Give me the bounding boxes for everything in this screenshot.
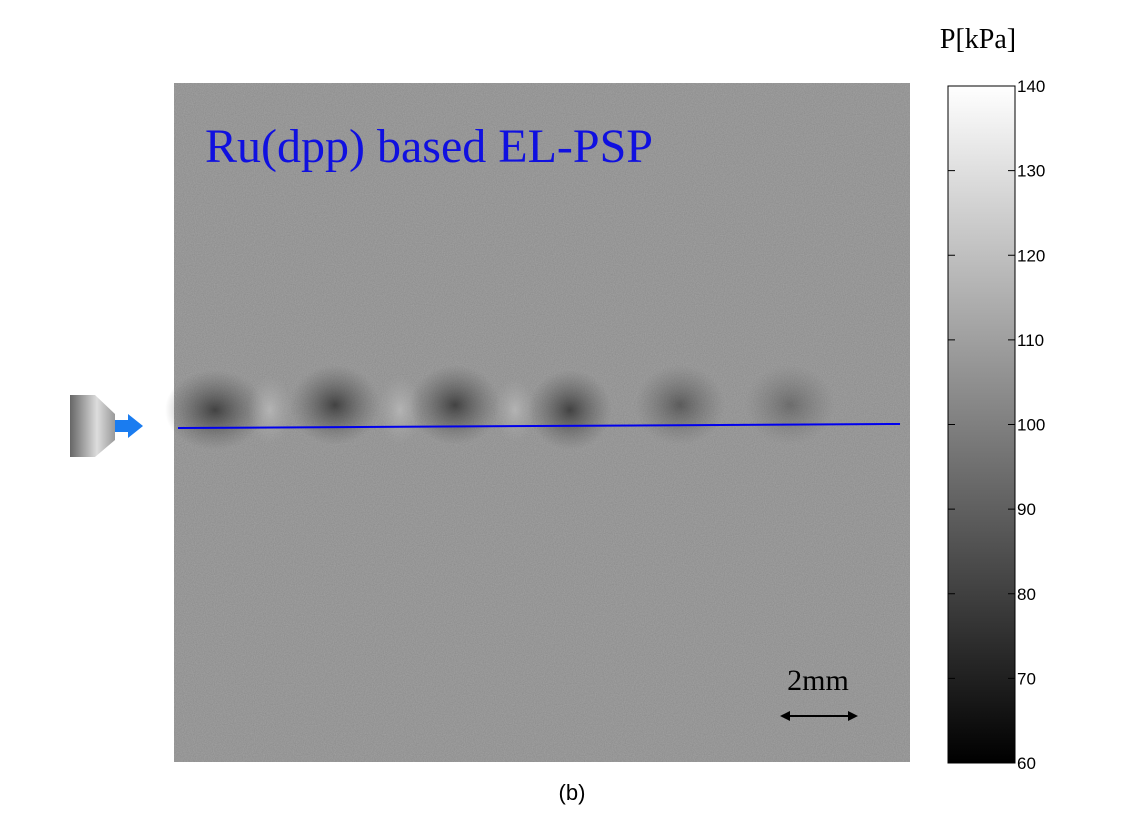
nozzle [70, 395, 143, 457]
colorbar-ticks: 60 70 80 90 100 110 120 130 140 [948, 77, 1045, 773]
scale-bar [780, 711, 858, 721]
colorbar [947, 85, 1016, 764]
scale-bar-label: 2mm [787, 664, 849, 697]
tick-label: 60 [1017, 754, 1036, 773]
colorbar-label: P[kPa] [940, 24, 1016, 55]
tick-label: 130 [1017, 162, 1045, 181]
caption: (b) [559, 780, 586, 805]
tick-label: 100 [1017, 416, 1045, 435]
tick-label: 90 [1017, 500, 1036, 519]
tick-label: 120 [1017, 246, 1045, 265]
tick-label: 70 [1017, 669, 1036, 688]
tick-label: 140 [1017, 77, 1045, 96]
psp-image [165, 83, 910, 762]
tick-label: 110 [1017, 331, 1044, 350]
image-title: Ru(dpp) based EL-PSP [205, 120, 653, 173]
tick-label: 80 [1017, 585, 1036, 604]
